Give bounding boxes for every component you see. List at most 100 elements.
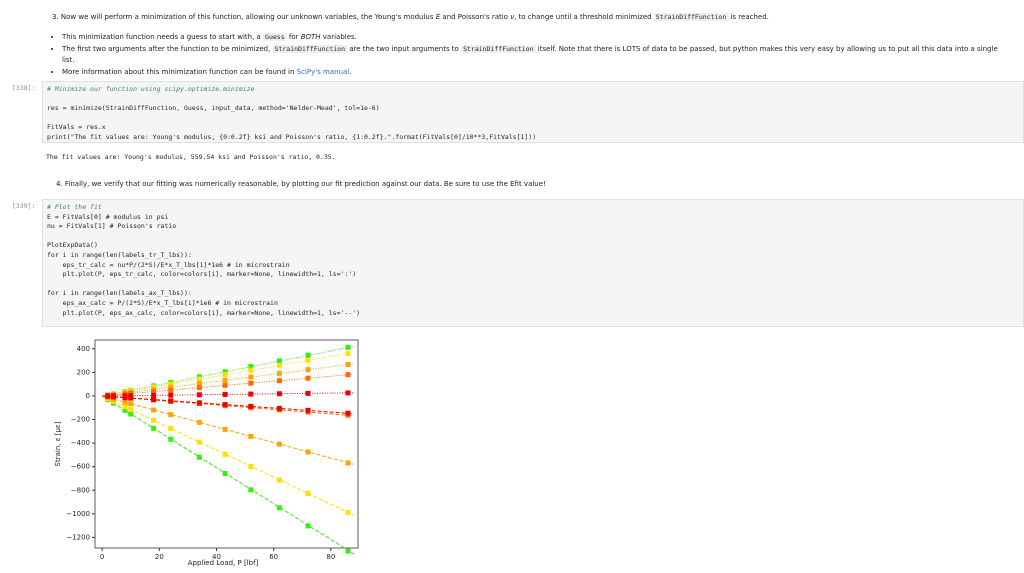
fit-line <box>101 395 354 516</box>
data-point <box>151 392 157 398</box>
data-point <box>122 395 128 401</box>
fit-line <box>102 352 354 397</box>
data-point <box>196 454 202 460</box>
cell-prompt: [338]: <box>12 84 36 92</box>
data-point <box>345 460 351 466</box>
data-point <box>305 357 311 363</box>
data-point <box>276 441 282 447</box>
data-point <box>168 426 174 432</box>
data-point <box>151 397 157 403</box>
data-point <box>276 378 282 384</box>
data-point <box>305 491 311 497</box>
x-tick-label: 20 <box>155 553 164 561</box>
code-line: eps_ax_calc = P/(2*S)/E*x_T_lbs[i]*1e6 #… <box>47 298 278 307</box>
bullet-list: This minimization function needs a guess… <box>52 32 1012 78</box>
data-point <box>168 384 174 390</box>
data-point <box>345 372 351 378</box>
x-axis-label: Applied Load, P [lbf] <box>188 559 259 567</box>
text: variables. <box>320 33 357 41</box>
emphasis: E <box>435 13 441 21</box>
data-point <box>276 358 282 364</box>
data-point <box>345 410 351 416</box>
text: for <box>286 33 301 41</box>
data-point <box>305 367 311 373</box>
code-line: nu = FitVals[1] # Poisson's ratio <box>47 222 177 231</box>
text: itself. Note that there is LOTS of data … <box>62 44 998 65</box>
data-point <box>168 392 174 398</box>
data-point <box>128 407 134 413</box>
data-point <box>248 367 254 373</box>
text: This minimization function needs a guess… <box>62 33 264 41</box>
data-point <box>248 403 254 409</box>
markdown-bullets: This minimization function needs a guess… <box>52 32 1012 78</box>
data-point <box>276 391 282 397</box>
link[interactable]: SciPy's manual <box>296 67 350 76</box>
text: is reached. <box>728 13 769 21</box>
data-point <box>168 398 174 404</box>
x-tick-label: 60 <box>269 553 278 561</box>
emphasis: BOTH <box>300 33 321 41</box>
data-point <box>222 372 228 378</box>
code-line: PlotExpData() <box>47 241 98 250</box>
markdown-step3: 3. Now we will perform a minimization of… <box>52 12 1012 24</box>
data-point <box>276 370 282 376</box>
data-point <box>196 376 202 382</box>
data-point <box>196 385 202 391</box>
data-point <box>248 487 254 493</box>
data-point <box>248 463 254 469</box>
data-point <box>276 405 282 411</box>
y-tick-label: 200 <box>77 368 90 376</box>
inline-code: StrainDiffFunction <box>653 13 729 21</box>
data-point <box>222 426 228 432</box>
data-point <box>128 401 134 407</box>
text: 4. Finally, we verify that our fitting w… <box>56 180 546 188</box>
data-point <box>122 404 128 410</box>
data-point <box>276 505 282 511</box>
y-tick-label: −600 <box>71 463 90 471</box>
y-tick-label: 0 <box>86 392 90 400</box>
code-line: E = FitVals[0] # modulus in psi <box>47 212 169 221</box>
markdown-step4: 4. Finally, we verify that our fitting w… <box>56 179 1016 191</box>
code-line: for i in range(len(labels_ax_T_lbs)): <box>47 289 192 298</box>
code-line: plt.plot(P, eps_tr_calc, color=colors[i]… <box>47 270 357 279</box>
code-line: # Minimize our function using scipy.opti… <box>47 85 255 93</box>
inline-code: StrainDiffFunction <box>461 44 536 53</box>
data-point <box>345 548 351 554</box>
fit-line <box>102 395 354 415</box>
y-tick-label: 400 <box>77 345 90 353</box>
fit-line <box>102 345 354 397</box>
data-point <box>222 369 228 375</box>
data-point <box>196 392 202 398</box>
text: The first two arguments after the functi… <box>62 44 273 53</box>
data-point <box>345 390 351 396</box>
data-point <box>168 436 174 442</box>
data-point <box>222 391 228 397</box>
bullet: This minimization function needs a guess… <box>62 32 1012 44</box>
y-tick-label: −1200 <box>66 533 90 541</box>
data-point <box>305 390 311 396</box>
data-point <box>248 364 254 370</box>
x-tick-label: 0 <box>100 553 104 561</box>
text: . <box>349 67 352 76</box>
data-point <box>122 399 128 405</box>
data-point <box>168 387 174 393</box>
cell-output: The fit values are: Young's modulus, 559… <box>46 153 336 161</box>
code-line: for i in range(len(labels_tr_T_lbs)): <box>47 250 192 259</box>
data-point <box>276 477 282 483</box>
text: and Poisson's ratio <box>440 13 511 21</box>
text: 3. Now we will perform a minimization of… <box>52 13 436 21</box>
data-point <box>345 510 351 516</box>
code-line: FitVals = res.x <box>47 123 106 132</box>
y-tick-label: −1000 <box>66 510 90 518</box>
data-point <box>151 407 157 413</box>
code-line: # Plot the fit <box>47 203 102 211</box>
y-tick-label: −200 <box>71 416 90 424</box>
data-point <box>305 375 311 381</box>
code-line: eps_tr_calc = nu*P/(2*S)/E*x_T_lbs[i]*1e… <box>47 260 290 269</box>
data-point <box>222 377 228 383</box>
data-point <box>105 393 111 399</box>
fit-line <box>102 395 354 465</box>
data-point <box>196 439 202 445</box>
